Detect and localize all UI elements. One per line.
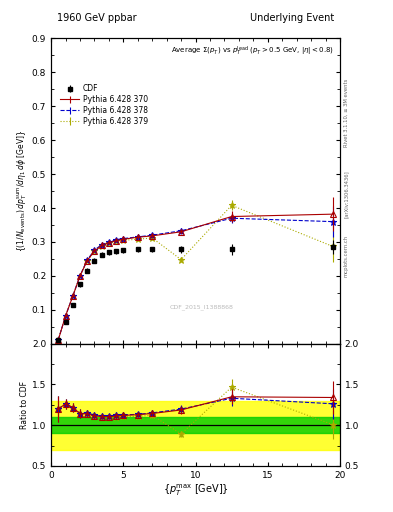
Text: mcplots.cern.ch: mcplots.cern.ch: [344, 235, 349, 277]
Y-axis label: $\{(1/N_{\rm events})\, dp_T^{\rm sum}/d\eta_1\, d\phi$ [GeV]$\}$: $\{(1/N_{\rm events})\, dp_T^{\rm sum}/d…: [16, 130, 29, 252]
Text: Average $\Sigma(p_T)$ vs $p_T^{\rm lead}$ ($p_T > 0.5$ GeV, $|\eta| < 0.8$): Average $\Sigma(p_T)$ vs $p_T^{\rm lead}…: [171, 45, 334, 58]
Text: Underlying Event: Underlying Event: [250, 13, 334, 23]
Text: CDF_2015_I1388868: CDF_2015_I1388868: [169, 304, 233, 310]
X-axis label: $\{p_T^{\max}$ [GeV]$\}$: $\{p_T^{\max}$ [GeV]$\}$: [163, 482, 228, 498]
Bar: [51, 417, 340, 433]
Bar: [51, 401, 340, 450]
Text: [arXiv:1306.3436]: [arXiv:1306.3436]: [344, 170, 349, 219]
Text: 1960 GeV ppbar: 1960 GeV ppbar: [57, 13, 136, 23]
Text: Rivet 3.1.10, ≥ 3M events: Rivet 3.1.10, ≥ 3M events: [344, 78, 349, 147]
Legend: CDF, Pythia 6.428 370, Pythia 6.428 378, Pythia 6.428 379: CDF, Pythia 6.428 370, Pythia 6.428 378,…: [58, 82, 151, 128]
Y-axis label: Ratio to CDF: Ratio to CDF: [20, 381, 29, 429]
